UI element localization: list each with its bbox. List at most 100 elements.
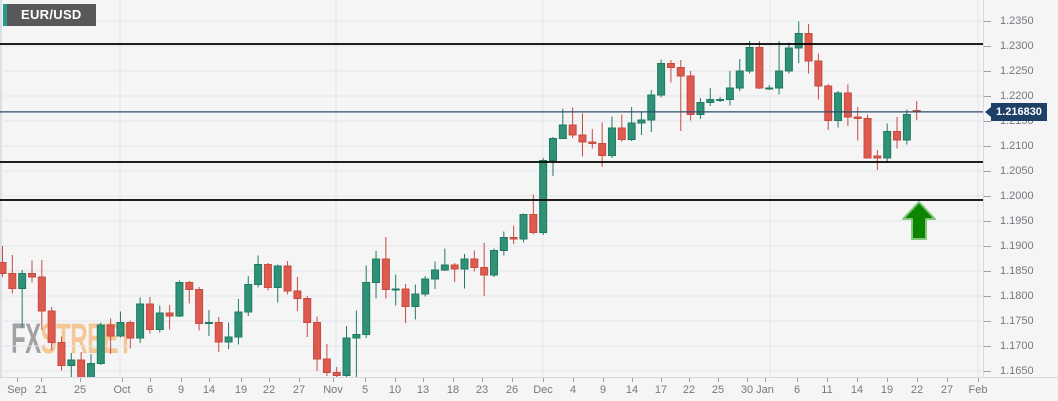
- price-axis-label: 1.1850: [1000, 264, 1034, 277]
- time-axis-tick: [122, 378, 123, 382]
- price-axis-label: 1.2350: [1000, 14, 1034, 27]
- candle-body: [214, 322, 223, 343]
- candle-body: [381, 258, 390, 290]
- time-axis-tick: [482, 378, 483, 382]
- time-axis-tick: [765, 378, 766, 382]
- candle-body: [8, 273, 17, 289]
- candle-body: [224, 336, 233, 343]
- time-axis-tick: [917, 378, 918, 382]
- time-axis-label: 9: [599, 384, 607, 396]
- time-axis-tick: [573, 378, 574, 382]
- candle-body: [794, 33, 803, 49]
- price-axis-label: 1.1750: [1000, 314, 1034, 327]
- price-axis-tick: [984, 145, 991, 147]
- time-axis-label: 21: [34, 384, 48, 396]
- candle-body: [106, 324, 115, 337]
- candle-body: [431, 269, 440, 280]
- time-axis-label: 19: [234, 384, 248, 396]
- time-axis-label: 4: [569, 384, 577, 396]
- candle-body: [853, 116, 862, 119]
- candle-body: [450, 264, 459, 270]
- time-axis-tick: [512, 378, 513, 382]
- time-axis[interactable]: Sep 21 25 Oct 6 9 14 19 22 27 Nov 5 10 13 18 23 26 Dec 4 9 1…: [0, 377, 1058, 401]
- time-axis-label: 17: [654, 384, 668, 396]
- candle-body: [588, 141, 597, 144]
- candle-body: [686, 75, 695, 115]
- candle-body: [834, 92, 843, 121]
- plot-svg[interactable]: [0, 0, 983, 377]
- price-axis-tick: [984, 120, 991, 122]
- price-axis[interactable]: 1.23501.23001.22501.22001.21501.21001.20…: [983, 0, 1058, 377]
- candle-body: [902, 114, 911, 141]
- time-axis-label: 22: [910, 384, 924, 396]
- time-axis-label: 27: [940, 384, 954, 396]
- candle-body: [165, 312, 174, 317]
- time-axis-label: 25: [711, 384, 725, 396]
- candle-body: [637, 119, 646, 124]
- candle-body: [145, 303, 154, 330]
- candle-body: [411, 293, 420, 307]
- time-axis-label: Sep: [7, 384, 27, 396]
- time-axis-label: 11: [821, 384, 833, 396]
- price-axis-tick: [984, 20, 991, 22]
- candle-body: [598, 143, 607, 156]
- candle-body: [470, 258, 479, 268]
- time-axis-tick: [632, 378, 633, 382]
- candle-body: [735, 70, 744, 89]
- candle-body: [185, 282, 194, 290]
- candle-body: [401, 288, 410, 307]
- candle-body: [843, 92, 852, 118]
- time-axis-tick: [181, 378, 182, 382]
- time-axis-label: 26: [505, 384, 519, 396]
- time-axis-tick: [80, 378, 81, 382]
- time-axis-label: Oct: [113, 384, 131, 396]
- candle-body: [362, 282, 371, 335]
- time-axis-tick: [453, 378, 454, 382]
- time-axis-label: 14: [850, 384, 864, 396]
- price-axis-tick: [984, 345, 991, 347]
- plot-left-edge: [0, 0, 2, 377]
- price-axis-tick: [984, 45, 991, 47]
- candle-body: [539, 160, 548, 233]
- time-axis-tick: [978, 378, 979, 382]
- price-axis-tick: [984, 170, 991, 172]
- time-axis-tick: [689, 378, 690, 382]
- candle-body: [627, 122, 636, 140]
- time-axis-label: 5: [361, 384, 369, 396]
- candle-body: [607, 127, 616, 156]
- time-axis-tick: [947, 378, 948, 382]
- time-axis-tick: [269, 378, 270, 382]
- time-axis-label: 9: [177, 384, 185, 396]
- candle-body: [558, 124, 567, 139]
- candle-body: [824, 85, 833, 121]
- time-axis-tick: [718, 378, 719, 382]
- time-axis-tick: [209, 378, 210, 382]
- candle-body: [883, 131, 892, 159]
- candle-body: [175, 282, 184, 317]
- time-axis-label: Jan: [756, 384, 774, 396]
- time-axis-tick: [603, 378, 604, 382]
- price-axis-label: 1.1900: [1000, 239, 1034, 252]
- candle-body: [745, 47, 754, 72]
- price-axis-tick: [984, 370, 991, 372]
- price-axis-label: 1.1800: [1000, 289, 1034, 302]
- candle-body: [666, 63, 675, 68]
- time-axis-label: Nov: [323, 384, 343, 396]
- time-axis-tick: [747, 378, 748, 382]
- time-axis-tick: [797, 378, 798, 382]
- time-axis-label: 10: [388, 384, 402, 396]
- candle-body: [126, 322, 135, 339]
- candle-body: [372, 258, 381, 283]
- price-axis-label: 1.2200: [1000, 89, 1034, 102]
- candle-body: [755, 47, 764, 89]
- candle-body: [490, 250, 498, 276]
- candle-body: [86, 363, 95, 377]
- time-axis-label: 14: [202, 384, 216, 396]
- candle-body: [67, 359, 76, 366]
- candle-body: [440, 264, 449, 271]
- candle-body: [814, 60, 823, 87]
- candle-body: [155, 312, 164, 330]
- time-axis-tick: [299, 378, 300, 382]
- price-axis-tick: [984, 195, 991, 197]
